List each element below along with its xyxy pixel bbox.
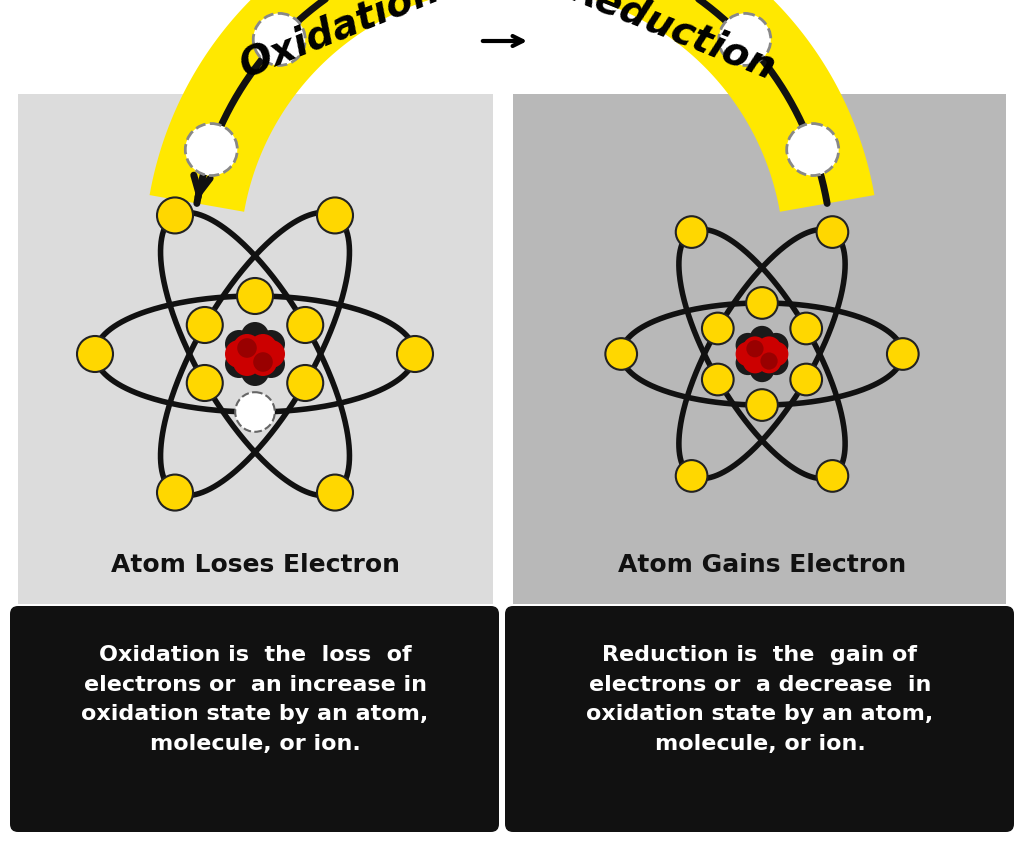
Circle shape bbox=[241, 341, 269, 369]
Circle shape bbox=[236, 392, 274, 432]
Circle shape bbox=[764, 351, 788, 376]
Circle shape bbox=[750, 343, 774, 367]
Circle shape bbox=[157, 475, 193, 511]
FancyBboxPatch shape bbox=[10, 606, 499, 832]
Circle shape bbox=[238, 338, 257, 359]
Circle shape bbox=[750, 327, 774, 351]
Circle shape bbox=[257, 341, 285, 369]
Circle shape bbox=[233, 349, 261, 376]
Circle shape bbox=[887, 338, 919, 371]
Circle shape bbox=[253, 14, 305, 67]
Circle shape bbox=[746, 390, 778, 421]
Text: Oxidation: Oxidation bbox=[234, 0, 445, 85]
Circle shape bbox=[186, 307, 223, 344]
Circle shape bbox=[287, 307, 324, 344]
Circle shape bbox=[764, 333, 788, 358]
Circle shape bbox=[735, 351, 760, 376]
Circle shape bbox=[761, 353, 777, 371]
Circle shape bbox=[225, 341, 253, 369]
Circle shape bbox=[764, 343, 788, 367]
Circle shape bbox=[816, 461, 848, 492]
Polygon shape bbox=[150, 0, 874, 213]
Circle shape bbox=[757, 349, 781, 374]
Circle shape bbox=[791, 365, 822, 396]
Circle shape bbox=[225, 350, 253, 379]
Circle shape bbox=[742, 337, 767, 361]
Circle shape bbox=[750, 358, 774, 382]
Circle shape bbox=[249, 334, 278, 363]
FancyBboxPatch shape bbox=[18, 95, 493, 604]
Circle shape bbox=[735, 333, 760, 358]
Circle shape bbox=[786, 124, 839, 176]
Circle shape bbox=[237, 279, 273, 315]
Circle shape bbox=[746, 288, 778, 319]
Circle shape bbox=[241, 359, 269, 387]
Circle shape bbox=[233, 334, 261, 363]
Circle shape bbox=[257, 331, 285, 359]
Circle shape bbox=[287, 365, 324, 402]
Circle shape bbox=[676, 217, 708, 249]
Circle shape bbox=[702, 313, 733, 345]
FancyBboxPatch shape bbox=[513, 95, 1006, 604]
Circle shape bbox=[77, 337, 113, 372]
Circle shape bbox=[249, 349, 278, 376]
Circle shape bbox=[742, 349, 767, 374]
Circle shape bbox=[397, 337, 433, 372]
Circle shape bbox=[225, 331, 253, 359]
Text: Oxidation is  the  loss  of
electrons or  an increase in
oxidation state by an a: Oxidation is the loss of electrons or an… bbox=[81, 644, 429, 753]
Circle shape bbox=[253, 353, 272, 372]
Circle shape bbox=[317, 475, 353, 511]
Circle shape bbox=[317, 198, 353, 234]
Circle shape bbox=[757, 337, 781, 361]
Circle shape bbox=[157, 198, 193, 234]
Text: Reduction: Reduction bbox=[563, 0, 780, 87]
Circle shape bbox=[791, 313, 822, 345]
Circle shape bbox=[186, 365, 223, 402]
Text: Atom Loses Electron: Atom Loses Electron bbox=[111, 552, 399, 576]
Circle shape bbox=[676, 461, 708, 492]
FancyBboxPatch shape bbox=[505, 606, 1014, 832]
Circle shape bbox=[816, 217, 848, 249]
Circle shape bbox=[605, 338, 637, 371]
Circle shape bbox=[746, 341, 764, 358]
Circle shape bbox=[241, 322, 269, 350]
Circle shape bbox=[185, 124, 238, 176]
Circle shape bbox=[735, 343, 760, 367]
Text: Atom Gains Electron: Atom Gains Electron bbox=[617, 552, 906, 576]
Text: Reduction is  the  gain of
electrons or  a decrease  in
oxidation state by an at: Reduction is the gain of electrons or a … bbox=[587, 644, 934, 753]
Circle shape bbox=[257, 350, 285, 379]
Circle shape bbox=[702, 365, 733, 396]
Circle shape bbox=[719, 14, 771, 67]
